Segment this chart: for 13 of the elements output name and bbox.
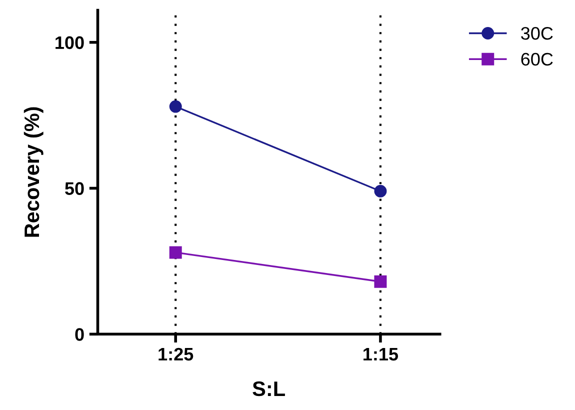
x-tick-label: 1:25 [158, 348, 194, 361]
point [374, 275, 387, 288]
x-axis-title: S:L [252, 381, 285, 396]
legend-label: 30C [521, 26, 553, 40]
legend-label: 60C [521, 52, 553, 66]
x-tick-label: 1:15 [364, 348, 398, 361]
y-tick-label: 0 [75, 328, 84, 341]
y-tick-label: 100 [56, 36, 84, 50]
point [169, 100, 182, 113]
y-tick-label: 50 [65, 182, 84, 195]
point [169, 246, 182, 259]
point [374, 184, 387, 198]
y-axis-title: Recovery (%) [24, 107, 44, 237]
